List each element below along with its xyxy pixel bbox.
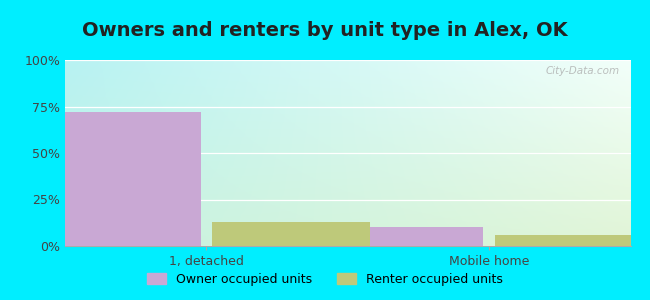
Bar: [212, 222, 370, 246]
Bar: [495, 235, 650, 246]
Bar: [42, 112, 201, 246]
Legend: Owner occupied units, Renter occupied units: Owner occupied units, Renter occupied un…: [142, 268, 508, 291]
Text: City-Data.com: City-Data.com: [545, 66, 619, 76]
Bar: [325, 227, 484, 246]
Text: Owners and renters by unit type in Alex, OK: Owners and renters by unit type in Alex,…: [82, 21, 568, 40]
